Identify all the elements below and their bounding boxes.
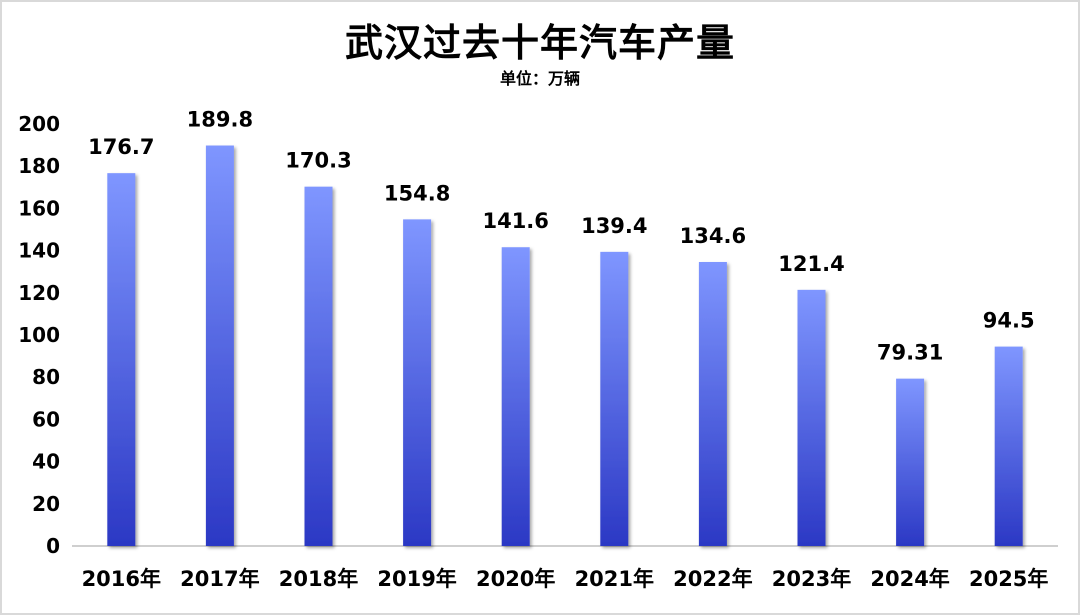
bar	[994, 346, 1023, 546]
x-tick-label: 2017年	[180, 567, 259, 591]
x-tick-label: 2024年	[870, 567, 949, 591]
y-tick-label: 140	[18, 239, 60, 263]
y-tick-label: 160	[18, 196, 60, 220]
bar	[205, 145, 234, 546]
y-tick-label: 20	[32, 492, 60, 516]
data-label: 176.7	[88, 135, 154, 159]
y-tick-label: 120	[18, 281, 60, 305]
data-label: 134.6	[680, 224, 746, 248]
bar	[107, 173, 136, 546]
data-label: 154.8	[384, 181, 450, 205]
data-labels: 176.7 189.8 170.3 154.8 141.6 139.4 134.6 121.4…	[88, 108, 1035, 365]
bar	[797, 289, 826, 546]
data-label: 139.4	[581, 214, 647, 238]
data-label: 141.6	[482, 209, 548, 233]
bar	[501, 247, 530, 546]
bar	[698, 261, 727, 546]
bar	[304, 186, 333, 547]
y-tick-label: 40	[32, 450, 60, 474]
x-tick-label: 2018年	[279, 567, 358, 591]
y-tick-label: 60	[32, 407, 60, 431]
x-tick-label: 2022年	[673, 567, 752, 591]
y-tick-label: 200	[18, 112, 60, 136]
x-tick-label: 2019年	[377, 567, 456, 591]
data-label: 189.8	[187, 108, 253, 132]
y-tick-label: 80	[32, 365, 60, 389]
chart-title: 武汉过去十年汽车产量	[344, 21, 735, 65]
data-label: 94.5	[983, 309, 1035, 333]
bar	[600, 251, 629, 546]
bar	[896, 378, 925, 546]
y-tick-label: 180	[18, 154, 60, 178]
data-label: 121.4	[778, 252, 844, 276]
x-tick-label: 2021年	[575, 567, 654, 591]
data-label: 170.3	[285, 149, 351, 173]
data-label: 79.31	[877, 341, 943, 365]
y-tick-label: 100	[18, 323, 60, 347]
x-tick-label: 2025年	[969, 567, 1048, 591]
y-axis-ticks: 0 20 40 60 80 100 120 140 160 180 200	[18, 112, 60, 558]
bar	[403, 219, 432, 546]
bars	[107, 145, 1023, 547]
x-tick-label: 2023年	[772, 567, 851, 591]
y-tick-label: 0	[46, 534, 60, 558]
x-tick-label: 2020年	[476, 567, 555, 591]
x-axis-ticks: 2016年 2017年 2018年 2019年 2020年 2021年 2022年 2023年…	[82, 567, 1049, 591]
chart-subtitle: 单位：万辆	[499, 69, 580, 88]
x-tick-label: 2016年	[82, 567, 161, 591]
